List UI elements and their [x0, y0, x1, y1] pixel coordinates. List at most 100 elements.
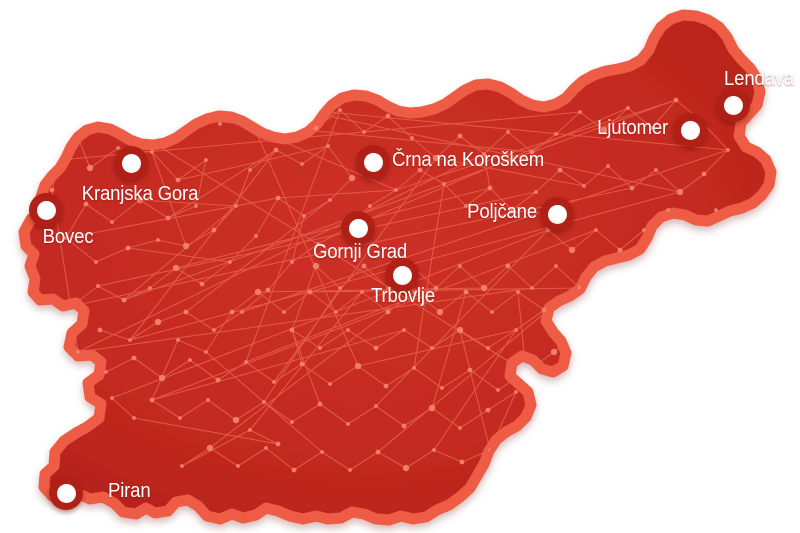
network-node: [576, 328, 580, 332]
network-node: [463, 289, 469, 295]
network-node: [318, 346, 322, 350]
city-label-gornji-grad[interactable]: Gornji Grad: [312, 241, 408, 263]
network-edge: [703, 149, 729, 175]
network-edge: [217, 361, 247, 381]
network-node: [125, 245, 131, 251]
network-edge: [291, 265, 317, 331]
network-edge: [151, 151, 187, 247]
network-node: [458, 426, 462, 430]
network-node: [194, 102, 198, 106]
network-edge: [357, 329, 517, 367]
network-node: [234, 204, 238, 208]
network-node: [385, 113, 391, 119]
network-mesh: [49, 97, 730, 473]
network-node: [467, 367, 473, 373]
network-edge: [77, 153, 485, 353]
network-edge: [461, 449, 491, 463]
network-node: [307, 289, 313, 295]
network-edge: [185, 199, 331, 313]
network-edge: [483, 265, 509, 289]
network-edge: [195, 159, 207, 207]
city-marker-piran[interactable]: [49, 476, 83, 510]
network-node: [199, 281, 205, 287]
network-edge: [151, 399, 181, 419]
city-marker-lendava[interactable]: [716, 88, 750, 122]
network-node: [228, 260, 232, 264]
network-node: [490, 310, 494, 314]
network-edge: [577, 309, 603, 331]
network-node: [541, 307, 547, 313]
city-label-lendava[interactable]: Lendava: [724, 68, 795, 90]
network-edge: [71, 285, 99, 307]
city-label-piran[interactable]: Piran: [108, 480, 151, 502]
network-node: [529, 149, 535, 155]
network-node: [432, 448, 436, 452]
city-label-kranjska-gora[interactable]: Kranjska Gora: [81, 183, 199, 205]
network-node: [689, 227, 695, 233]
network-edge: [317, 229, 345, 245]
network-edge: [395, 99, 677, 191]
network-node: [346, 328, 350, 332]
network-node: [183, 309, 189, 315]
network-edge: [177, 159, 207, 181]
city-label-bovec[interactable]: Bovec: [42, 226, 94, 248]
city-marker-trbovlje[interactable]: [385, 258, 419, 292]
network-edge: [595, 229, 621, 251]
network-node: [654, 168, 658, 172]
network-edge: [329, 365, 359, 385]
network-edge: [459, 329, 489, 349]
network-node: [328, 198, 332, 202]
city-label-trbovlje[interactable]: Trbovlje: [371, 285, 435, 307]
network-edge: [571, 229, 597, 251]
network-edge: [517, 291, 545, 311]
network-edge: [77, 287, 533, 353]
city-marker-polj-ane[interactable]: [540, 197, 574, 231]
network-node: [385, 309, 391, 315]
network-node: [375, 449, 381, 455]
network-node: [291, 467, 297, 473]
network-edge: [265, 447, 295, 471]
city-marker-kranjska-gora[interactable]: [114, 146, 148, 180]
network-node: [136, 196, 144, 204]
city-label-polj-ane[interactable]: Poljčane: [467, 201, 537, 223]
network-node: [149, 397, 155, 403]
network-node: [442, 182, 446, 186]
network-edge: [651, 99, 677, 129]
network-node: [110, 396, 114, 400]
network-node: [206, 444, 214, 452]
city-label-ljutomer[interactable]: Ljutomer: [597, 117, 668, 139]
network-node: [176, 338, 180, 342]
network-node: [600, 126, 608, 134]
network-node: [514, 328, 518, 332]
network-node: [275, 441, 281, 447]
city-label-rna-na-koro-kem[interactable]: Črna na Koroškem: [392, 149, 545, 171]
network-edge: [71, 187, 633, 307]
network-edge: [167, 205, 197, 219]
network-node: [148, 286, 152, 290]
network-edge: [403, 329, 433, 349]
city-marker-gornji-grad[interactable]: [341, 211, 375, 245]
network-node: [290, 106, 294, 110]
network-edge: [319, 403, 349, 425]
network-edge: [139, 199, 237, 207]
network-node: [508, 206, 516, 214]
network-node: [83, 201, 89, 207]
network-edge: [157, 239, 187, 247]
network-node: [534, 190, 538, 194]
network-node: [158, 374, 166, 382]
network-edge: [179, 399, 209, 419]
network-node: [334, 310, 338, 314]
city-marker-bovec[interactable]: [29, 193, 63, 227]
network-edge: [329, 177, 353, 201]
city-marker-rna-na-koro-kem[interactable]: [356, 145, 390, 179]
network-node: [248, 168, 252, 172]
city-marker-ljutomer[interactable]: [673, 113, 707, 147]
network-edge: [465, 291, 493, 313]
network-edge: [97, 191, 537, 287]
network-node: [374, 404, 378, 408]
network-node: [401, 423, 407, 429]
network-edge: [151, 229, 597, 401]
network-node: [316, 242, 320, 246]
network-node: [626, 106, 630, 110]
network-edge: [245, 361, 275, 383]
